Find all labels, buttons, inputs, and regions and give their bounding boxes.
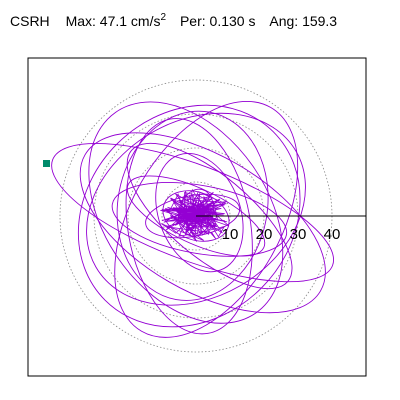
x-tick-label: 20 [256,226,273,243]
period-value: 0.130 s [209,12,256,29]
trace-loop [155,152,244,273]
period-label: Per: [179,12,206,29]
trace-loop [86,112,306,306]
angle-label: Ang: [269,12,299,29]
trace-loop [51,143,335,283]
trace-loop [114,100,299,338]
chart-title: CSRH Max: 47.1 cm/s2 Per: 0.130 s Ang: 1… [10,12,337,29]
trace-loop [79,132,326,314]
max-label: Max: [65,12,96,29]
max-unit-exponent: 2 [160,12,167,23]
x-tick-label: 40 [324,226,341,243]
trace-loop [126,175,266,257]
max-value: 47.1 cm/s [99,12,161,29]
x-tick-label: 10 [222,226,239,243]
start-marker [43,160,50,167]
trace-loop [126,142,293,290]
trace-loop [88,101,284,324]
trace-loop [77,104,301,328]
angle-value: 159.3 [302,12,338,29]
trace-loop [162,190,230,242]
x-axis-ticks: 10 20 30 40 [222,226,341,243]
station-code: CSRH [10,12,50,29]
x-tick-label: 30 [290,226,307,243]
trace-loop [111,182,288,257]
plot-frame [27,57,367,377]
trace-loop [116,110,269,301]
